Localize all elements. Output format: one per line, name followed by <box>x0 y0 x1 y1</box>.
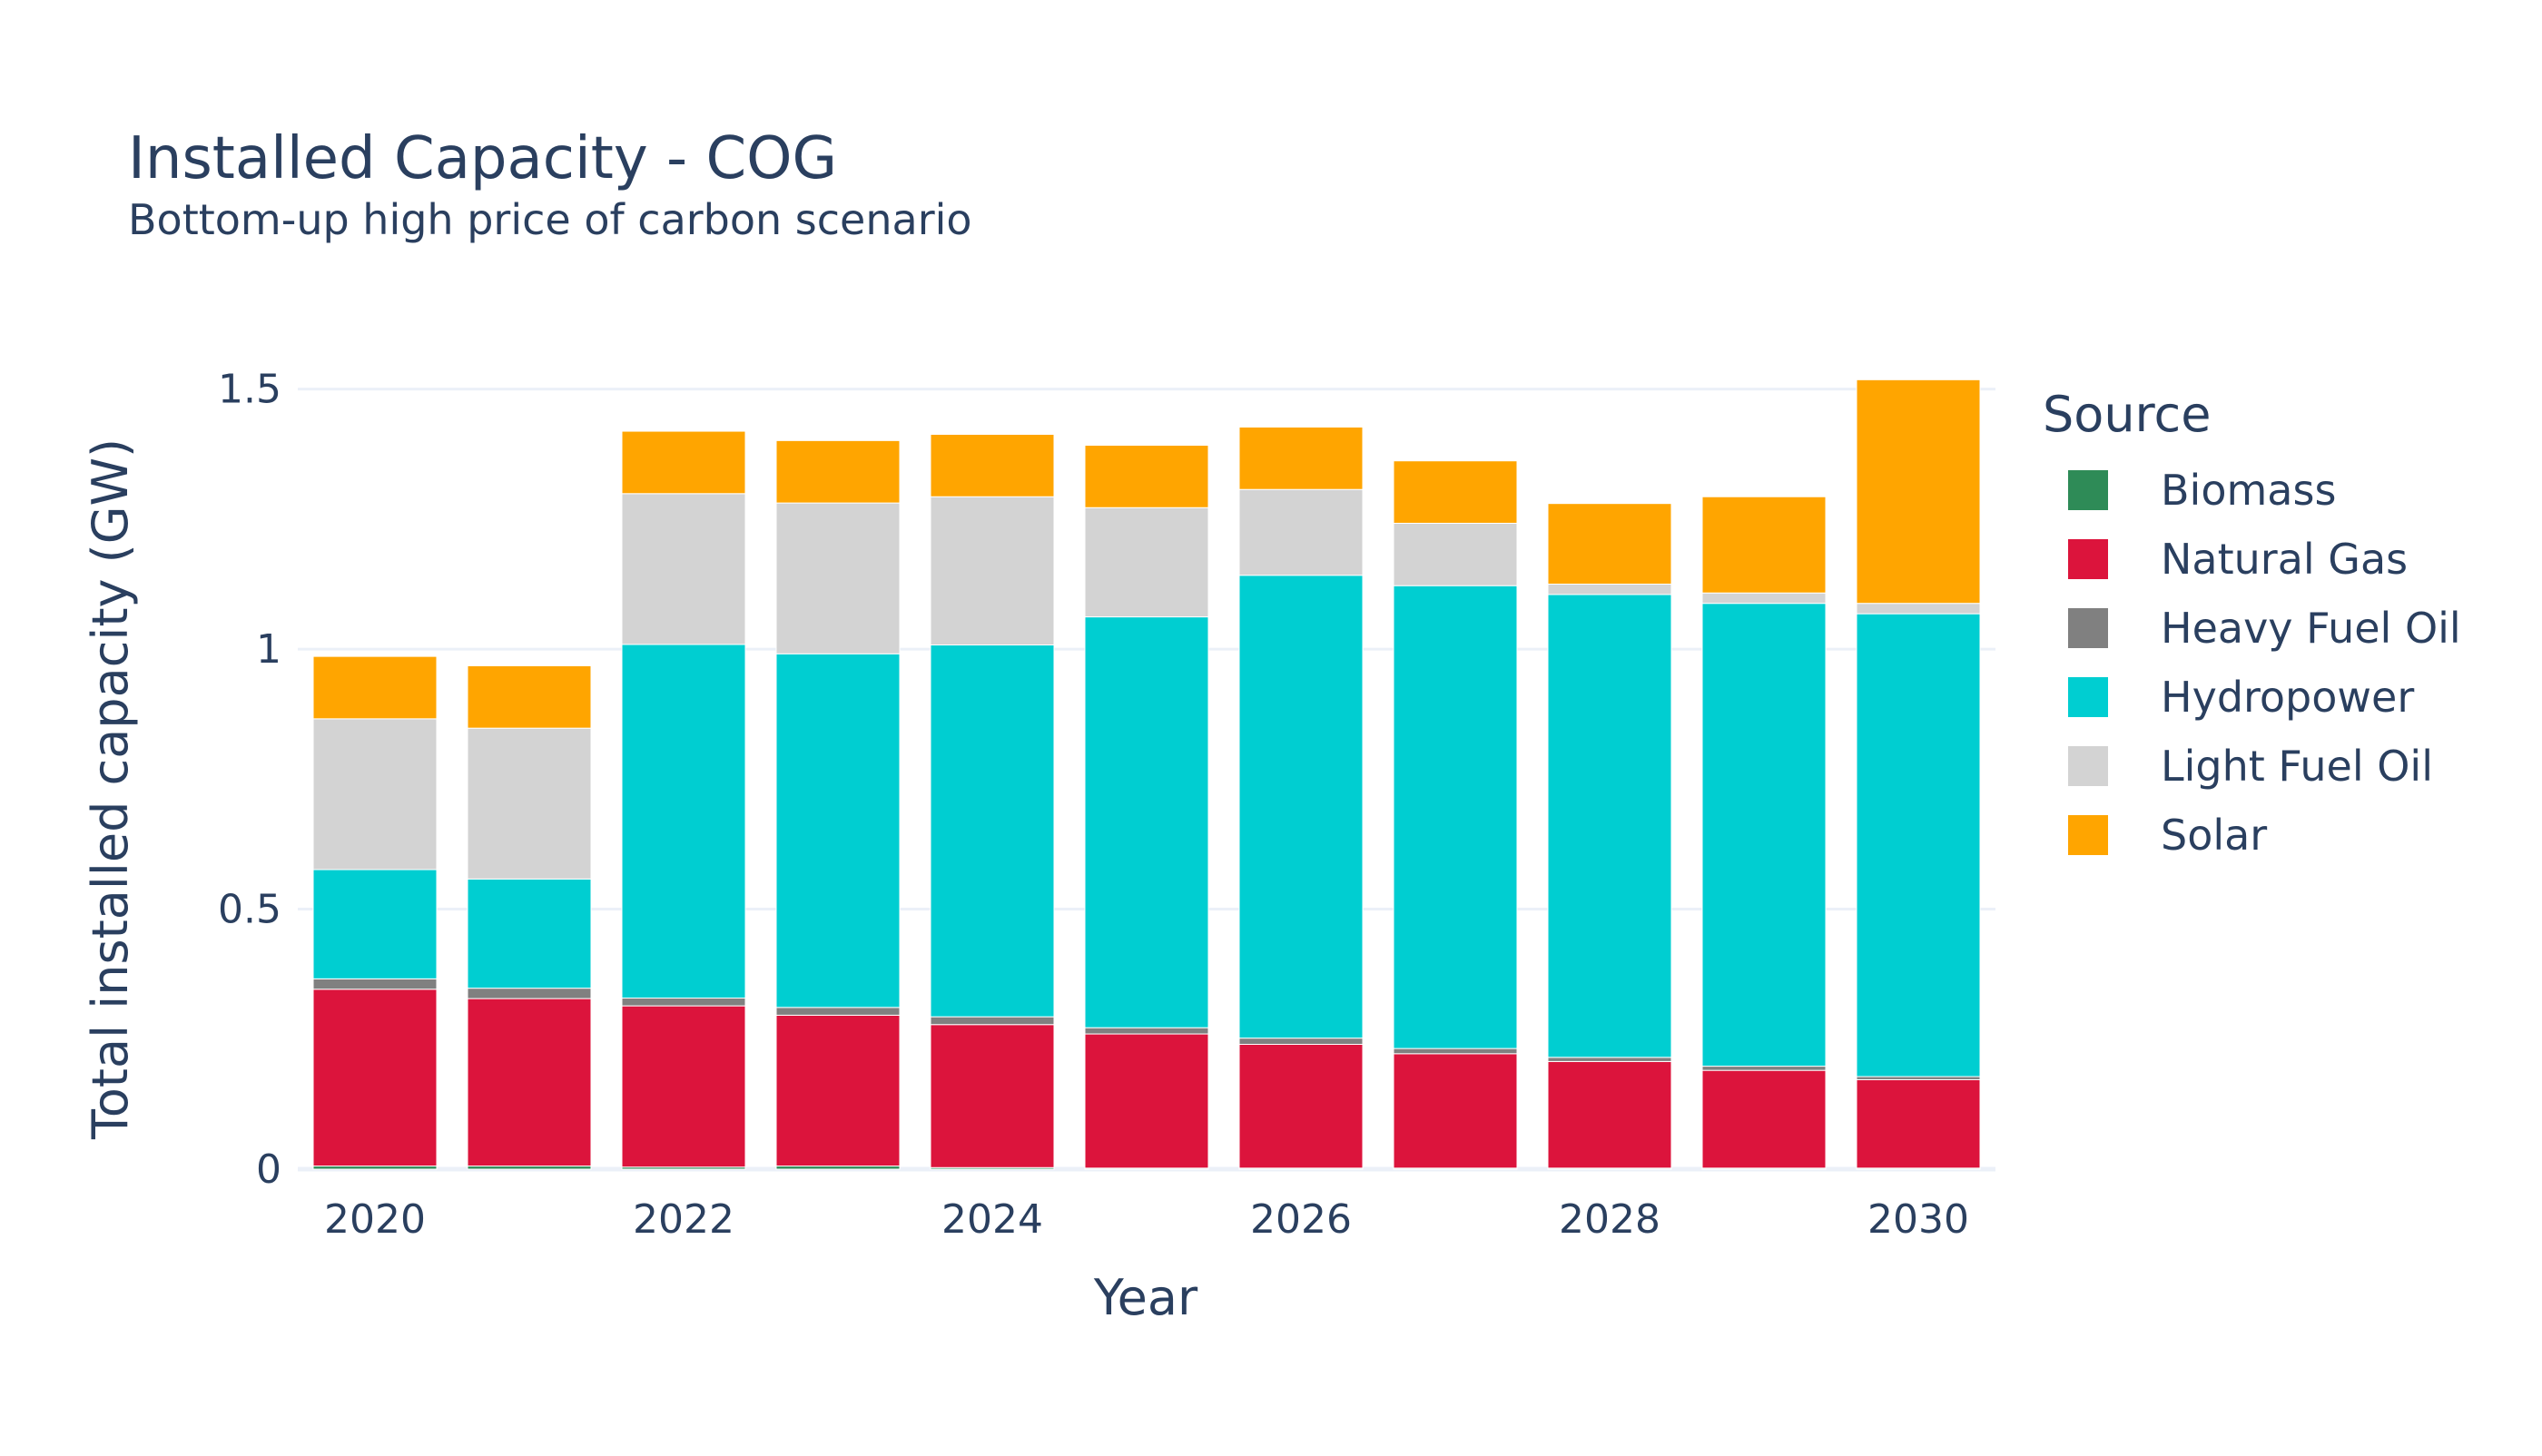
bar-segment-solar <box>1547 503 1672 585</box>
legend: Source Biomass Natural Gas Heavy Fuel Oil H… <box>2043 386 2461 860</box>
bar-segment-heavy-fuel-oil <box>467 988 592 999</box>
bar-segment-natural-gas <box>1547 1060 1672 1169</box>
legend-swatch-light-fuel-oil <box>2068 746 2108 786</box>
y-tick-label: 0 <box>256 1146 281 1193</box>
y-tick-label: 1.5 <box>218 367 281 413</box>
bar-segment-light-fuel-oil <box>312 718 438 871</box>
bar-segment-natural-gas <box>775 1014 901 1167</box>
bar-segment-solar <box>1238 426 1364 490</box>
chart-title: Installed Capacity - COG <box>128 125 837 192</box>
bar-segment-light-fuel-oil <box>1701 592 1827 605</box>
legend-swatch-solar <box>2068 815 2108 855</box>
bar-segment-heavy-fuel-oil <box>1547 1057 1672 1062</box>
legend-label-hydropower: Hydropower <box>2161 673 2414 722</box>
bar-segment-hydropower <box>1701 603 1827 1067</box>
y-axis-label: Total installed capacity (GW) <box>82 438 139 1140</box>
bar-segment-light-fuel-oil <box>930 496 1055 646</box>
bar-segment-solar <box>930 433 1055 497</box>
bar-segment-hydropower <box>1238 575 1364 1039</box>
x-tick-label: 2020 <box>324 1196 426 1243</box>
bar-segment-hydropower <box>930 644 1055 1018</box>
bar-segment-heavy-fuel-oil <box>775 1007 901 1016</box>
x-tick-label: 2024 <box>941 1196 1043 1243</box>
bar-segment-light-fuel-oil <box>1238 488 1364 576</box>
bar-segment-hydropower <box>312 869 438 979</box>
bar-segment-solar <box>467 664 592 729</box>
bar-segment-heavy-fuel-oil <box>1701 1066 1827 1071</box>
bar-segment-light-fuel-oil <box>1393 522 1518 586</box>
bar-segment-natural-gas <box>1238 1044 1364 1169</box>
bar-segment-hydropower <box>621 644 746 999</box>
y-tick-label: 0.5 <box>218 887 281 933</box>
bar-segment-natural-gas <box>1856 1078 1981 1169</box>
legend-swatch-hydropower <box>2068 677 2108 717</box>
bar-segment-solar <box>1856 379 1981 605</box>
bar-segment-heavy-fuel-oil <box>621 998 746 1007</box>
legend-title: Source <box>2043 386 2211 443</box>
bar-segment-hydropower <box>1393 585 1518 1049</box>
bars <box>312 379 1981 1170</box>
x-tick-label: 2030 <box>1867 1196 1969 1243</box>
legend-label-biomass: Biomass <box>2161 466 2336 515</box>
x-axis-ticks: 2020 2022 2024 2026 2028 2030 <box>324 1196 1969 1243</box>
bar-segment-light-fuel-oil <box>467 727 592 880</box>
legend-label-natural-gas: Natural Gas <box>2161 535 2408 584</box>
x-tick-label: 2028 <box>1559 1196 1660 1243</box>
bar-segment-natural-gas <box>312 989 438 1167</box>
x-axis-label: Year <box>1093 1269 1198 1326</box>
bar-segment-natural-gas <box>1701 1069 1827 1169</box>
bar-segment-natural-gas <box>930 1024 1055 1168</box>
bar-segment-biomass <box>467 1166 592 1170</box>
bar-segment-solar <box>621 430 746 495</box>
chart-subtitle: Bottom-up high price of carbon scenario <box>128 195 972 244</box>
legend-label-heavy-fuel-oil: Heavy Fuel Oil <box>2161 604 2461 653</box>
bar-segment-heavy-fuel-oil <box>1856 1076 1981 1080</box>
legend-swatch-biomass <box>2068 470 2108 510</box>
bar-segment-light-fuel-oil <box>775 502 901 654</box>
legend-label-light-fuel-oil: Light Fuel Oil <box>2161 742 2433 791</box>
y-axis-ticks: 0 0.5 1 1.5 <box>218 367 281 1193</box>
bar-segment-light-fuel-oil <box>1856 603 1981 615</box>
bar-segment-solar <box>312 655 438 720</box>
legend-label-solar: Solar <box>2161 811 2267 860</box>
x-tick-label: 2026 <box>1250 1196 1352 1243</box>
legend-swatch-natural-gas <box>2068 539 2108 579</box>
bar-segment-hydropower <box>1547 594 1672 1058</box>
bar-segment-heavy-fuel-oil <box>930 1016 1055 1026</box>
bar-segment-natural-gas <box>1393 1053 1518 1169</box>
bar-segment-hydropower <box>1084 616 1209 1028</box>
bar-segment-heavy-fuel-oil <box>1084 1027 1209 1035</box>
bar-segment-heavy-fuel-oil <box>312 978 438 990</box>
bar-segment-heavy-fuel-oil <box>1238 1038 1364 1046</box>
bar-segment-solar <box>1701 496 1827 594</box>
bar-segment-light-fuel-oil <box>1084 507 1209 618</box>
y-tick-label: 1 <box>256 626 281 673</box>
bar-segment-natural-gas <box>621 1005 746 1168</box>
bar-segment-biomass <box>312 1166 438 1170</box>
bar-segment-heavy-fuel-oil <box>1393 1048 1518 1055</box>
bar-segment-hydropower <box>775 653 901 1008</box>
legend-swatch-heavy-fuel-oil <box>2068 608 2108 648</box>
bar-segment-solar <box>775 439 901 504</box>
x-tick-label: 2022 <box>633 1196 734 1243</box>
bar-segment-hydropower <box>467 878 592 989</box>
bar-segment-natural-gas <box>467 998 592 1167</box>
bar-segment-hydropower <box>1856 613 1981 1077</box>
bar-segment-biomass <box>775 1166 901 1170</box>
bar-segment-solar <box>1084 445 1209 508</box>
bar-segment-light-fuel-oil <box>1547 583 1672 595</box>
bar-segment-solar <box>1393 460 1518 524</box>
bar-segment-natural-gas <box>1084 1033 1209 1169</box>
bar-segment-light-fuel-oil <box>621 493 746 645</box>
